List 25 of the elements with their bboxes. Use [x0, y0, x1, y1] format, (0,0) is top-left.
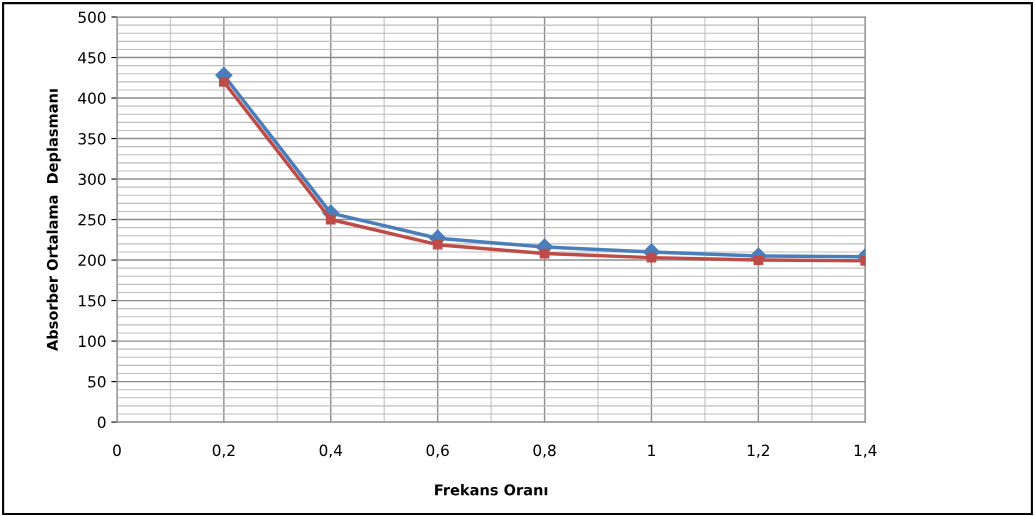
x-tick-label: 1 — [648, 444, 655, 456]
point — [753, 255, 764, 265]
y-tick-label: 400 — [78, 92, 106, 105]
point — [432, 239, 443, 250]
x-axis-title: Frekans Oranı — [435, 484, 548, 496]
y-tick-label: 0 — [97, 416, 106, 429]
y-tick-label: 50 — [88, 376, 106, 388]
point — [325, 214, 336, 225]
x-tick-label: 0,6 — [426, 444, 449, 458]
x-tick-label: 0,4 — [319, 444, 343, 458]
y-tick-label: 500 — [78, 11, 106, 24]
x-tick-label: 0,8 — [533, 444, 556, 458]
y-tick-label: 300 — [78, 173, 106, 186]
x-tick-label: 0 — [113, 444, 121, 457]
y-tick-label: 450 — [78, 52, 106, 64]
y-tick-label: 200 — [78, 254, 106, 267]
y-tick-label: 250 — [78, 214, 106, 226]
x-tick-label: 1,2 — [747, 444, 769, 458]
x-tick-label: 0,2 — [212, 444, 235, 458]
y-axis-title: Absorber Ortalama Deplasmanı — [46, 89, 61, 351]
y-tick-label: 100 — [79, 335, 106, 348]
point — [218, 76, 229, 87]
x-tick-label: 1,4 — [854, 444, 877, 458]
y-tick-label: 350 — [78, 133, 106, 145]
y-tick-label: 150 — [79, 295, 106, 307]
